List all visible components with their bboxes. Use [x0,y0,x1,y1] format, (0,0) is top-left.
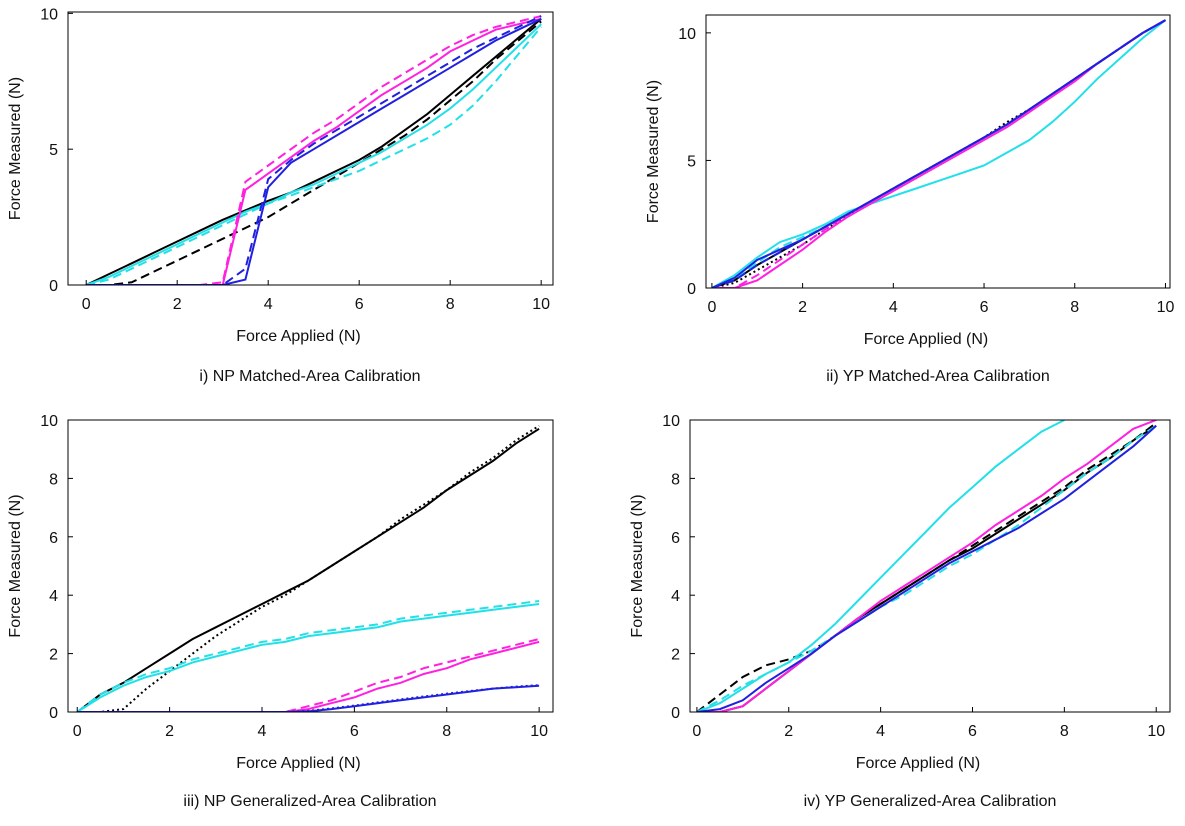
series-line [86,15,542,285]
plot-lines [711,19,1167,288]
y-tick-label: 10 [678,26,696,43]
y-tick-label: 5 [687,153,696,170]
x-tick-label: 8 [1070,299,1079,316]
series-line [711,19,1166,288]
series-line [77,638,540,712]
caption: iv) YP Generalized-Area Calibration [804,793,1057,810]
x-axis-label: Force Applied (N) [856,755,981,772]
panel: 0 2 4 6 8 10 0 2 4 6 8 10 Force Applied (N) Force Mea… [7,413,554,810]
panel: 0 2 4 6 8 10 0 2 4 6 8 10 Force Applied (N) Force Mea… [629,413,1171,810]
x-tick-label: 0 [73,723,82,740]
series-line [711,19,1166,288]
series-line [711,19,1167,288]
y-tick-label: 5 [49,142,58,159]
series-line [77,640,540,712]
plot-lines [76,424,540,712]
series-line [77,684,540,712]
series-line [711,19,1166,288]
x-tick-label: 8 [446,296,455,313]
x-tick-label: 4 [876,723,885,740]
series-line [85,18,542,285]
x-tick-label: 6 [980,299,989,316]
series-line [696,422,1157,712]
series-line [86,20,542,285]
y-tick-label: 2 [671,647,680,664]
panel: 0 2 4 6 8 10 0 5 10 Force Applied (N) Force Measur… [7,6,554,385]
y-tick-label: 8 [49,471,58,488]
x-tick-label: 6 [968,723,977,740]
y-axis-label: Force Measured (N) [7,494,24,637]
series-line [696,424,1157,712]
plot-lines [696,420,1157,712]
y-tick-label: 10 [40,6,58,23]
y-tick-label: 4 [49,588,58,605]
x-tick-label: 4 [258,723,267,740]
series-line [696,420,1157,712]
x-axis-label: Force Applied (N) [864,331,989,348]
y-tick-label: 0 [687,281,696,298]
plot-lines [85,15,542,285]
y-tick-label: 6 [671,530,680,547]
y-tick-label: 2 [49,647,58,664]
series-line [76,603,540,712]
x-tick-label: 6 [350,723,359,740]
x-tick-label: 8 [1060,723,1069,740]
series-line [86,17,542,285]
x-tick-label: 10 [530,723,548,740]
plot-frame [705,14,1171,289]
series-line [696,425,1157,712]
x-tick-label: 6 [355,296,364,313]
y-tick-label: 10 [662,413,680,430]
x-tick-label: 4 [889,299,898,316]
series-line [711,19,1166,288]
series-line [76,427,540,712]
x-tick-label: 0 [692,723,701,740]
series-line [86,17,542,285]
y-axis-label: Force Measured (N) [629,494,646,637]
y-tick-label: 6 [49,530,58,547]
y-tick-label: 10 [40,413,58,430]
x-axis-label: Force Applied (N) [236,328,361,345]
caption: iii) NP Generalized-Area Calibration [183,793,436,810]
x-tick-label: 0 [82,296,91,313]
x-tick-label: 2 [173,296,182,313]
series-line [711,19,1166,288]
plot-frame [67,11,554,286]
series-line [711,19,1166,288]
series-line [711,19,1166,288]
x-tick-label: 10 [1157,299,1175,316]
y-tick-label: 0 [671,705,680,722]
x-tick-label: 0 [707,299,716,316]
series-line [85,26,542,285]
x-tick-label: 10 [532,296,550,313]
x-axis-label: Force Applied (N) [236,755,361,772]
panel: 0 2 4 6 8 10 0 5 10 Force Applied (N) Force Measur… [645,14,1175,385]
y-axis-label: Force Measured (N) [645,80,662,223]
plot-frame [67,419,554,713]
x-tick-label: 2 [784,723,793,740]
x-tick-label: 2 [165,723,174,740]
y-tick-label: 8 [671,471,680,488]
x-tick-label: 4 [264,296,273,313]
x-tick-label: 8 [442,723,451,740]
y-tick-label: 0 [49,705,58,722]
x-tick-label: 10 [1147,723,1165,740]
series-line [85,23,542,285]
caption: i) NP Matched-Area Calibration [199,368,420,385]
x-tick-label: 2 [798,299,807,316]
y-tick-label: 0 [49,278,58,295]
y-tick-label: 4 [671,588,680,605]
series-line [86,15,542,285]
series-line [77,424,540,712]
plot-frame [689,419,1171,713]
series-line [696,420,1065,712]
caption: ii) YP Matched-Area Calibration [826,368,1050,385]
series-line [76,600,540,712]
y-axis-label: Force Measured (N) [7,77,24,220]
